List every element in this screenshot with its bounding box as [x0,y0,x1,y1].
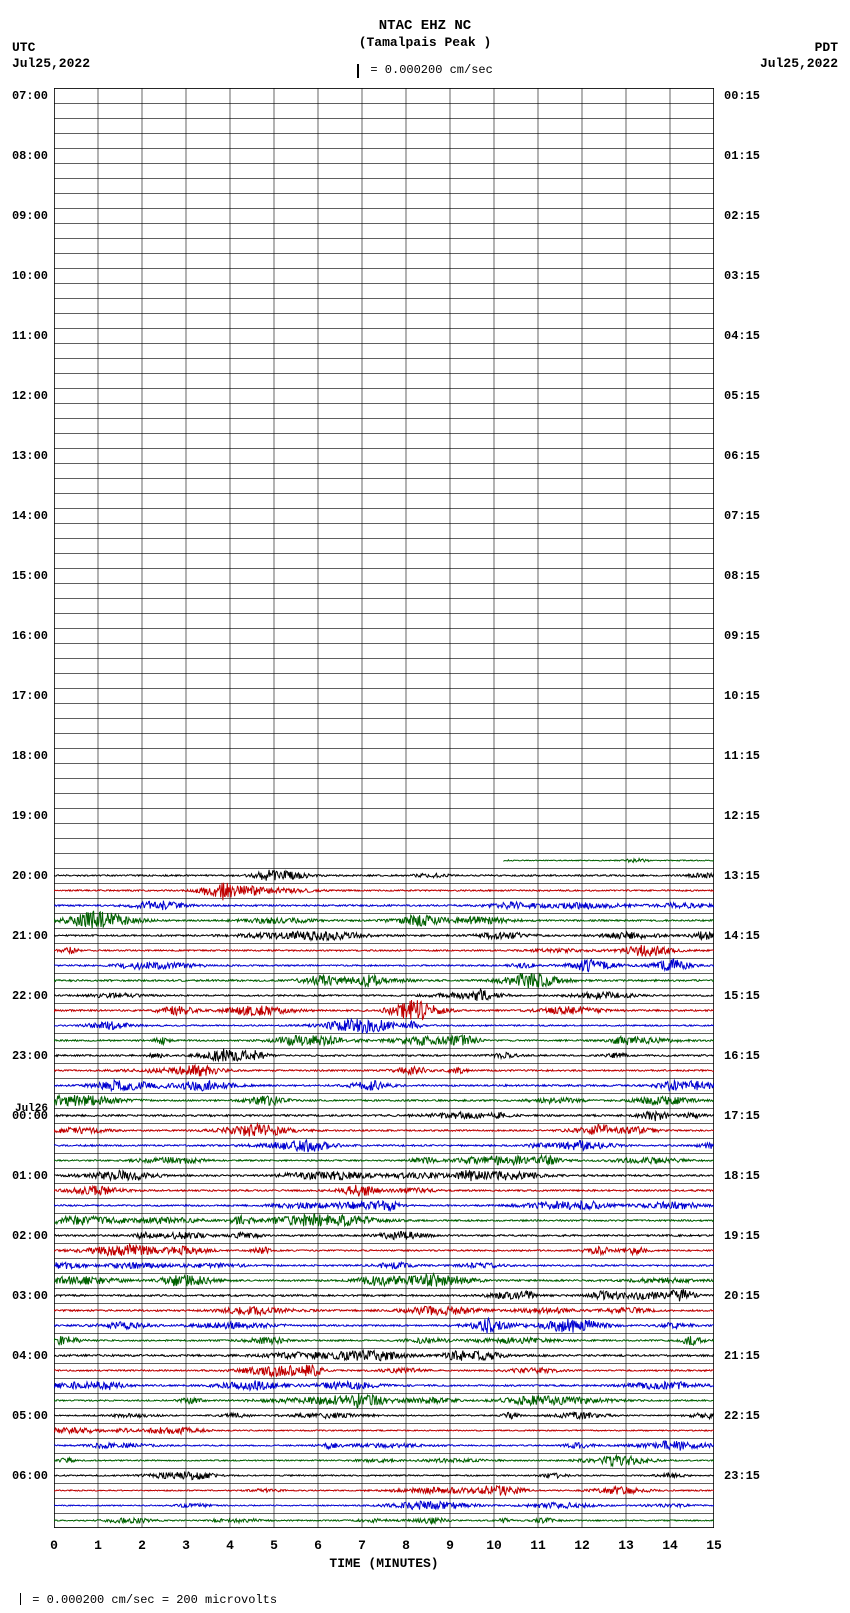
axis-hour-label: 21:00 [0,929,48,943]
axis-hour-label: 09:15 [724,629,784,643]
x-tick-label: 13 [618,1538,634,1553]
x-tick-label: 11 [530,1538,546,1553]
axis-hour-label: 19:00 [0,809,48,823]
right-time-axis: 00:1501:1502:1503:1504:1505:1506:1507:15… [720,88,780,1528]
axis-hour-label: 22:15 [724,1409,784,1423]
axis-hour-label: 09:00 [0,209,48,223]
x-tick-label: 8 [402,1538,410,1553]
axis-hour-label: 05:15 [724,389,784,403]
axis-hour-label: 13:00 [0,449,48,463]
axis-hour-label: 20:00 [0,869,48,883]
axis-hour-label: 21:15 [724,1349,784,1363]
left-time-axis: 07:00 08:00 09:00 10:00 11:00 12:00 13:00 14:00… [0,88,52,1528]
axis-hour-label: 03:15 [724,269,784,283]
footer-scale: = 0.000200 cm/sec = 200 microvolts [8,1593,277,1607]
left-date: Jul25,2022 [12,56,90,72]
axis-hour-label: 20:15 [724,1289,784,1303]
x-axis-label: TIME (MINUTES) [54,1556,714,1571]
x-tick-label: 7 [358,1538,366,1553]
x-tick-label: 2 [138,1538,146,1553]
axis-hour-label: 23:15 [724,1469,784,1483]
axis-hour-label: 00:00 [0,1109,48,1123]
x-tick-label: 9 [446,1538,454,1553]
axis-hour-label: 13:15 [724,869,784,883]
axis-hour-label: 23:00 [0,1049,48,1063]
x-tick-label: 14 [662,1538,678,1553]
axis-hour-label: 06:15 [724,449,784,463]
axis-hour-label: 14:15 [724,929,784,943]
axis-hour-label: 02:00 [0,1229,48,1243]
x-tick-label: 6 [314,1538,322,1553]
axis-hour-label: 02:15 [724,209,784,223]
axis-hour-label: 12:15 [724,809,784,823]
axis-hour-label: 11:15 [724,749,784,763]
x-tick-label: 3 [182,1538,190,1553]
x-tick-label: 0 [50,1538,58,1553]
axis-hour-label: 01:15 [724,149,784,163]
seismogram-plot [54,88,714,1528]
axis-hour-label: 18:15 [724,1169,784,1183]
axis-hour-label: 01:00 [0,1169,48,1183]
x-tick-label: 12 [574,1538,590,1553]
axis-hour-label: 07:00 [0,89,48,103]
right-date: Jul25,2022 [760,56,838,72]
axis-hour-label: 00:15 [724,89,784,103]
axis-hour-label: 15:00 [0,569,48,583]
axis-hour-label: 14:00 [0,509,48,523]
axis-hour-label: 17:15 [724,1109,784,1123]
x-tick-label: 1 [94,1538,102,1553]
axis-hour-label: 16:15 [724,1049,784,1063]
station-location: (Tamalpais Peak ) [0,35,850,51]
axis-hour-label: 16:00 [0,629,48,643]
axis-hour-label: 17:00 [0,689,48,703]
x-tick-label: 4 [226,1538,234,1553]
top-right-label: PDT Jul25,2022 [760,40,838,71]
axis-hour-label: 18:00 [0,749,48,763]
x-tick-label: 10 [486,1538,502,1553]
axis-hour-label: 06:00 [0,1469,48,1483]
axis-hour-label: 04:00 [0,1349,48,1363]
axis-hour-label: 04:15 [724,329,784,343]
axis-hour-label: 07:15 [724,509,784,523]
axis-hour-label: 19:15 [724,1229,784,1243]
plot-svg [54,88,714,1528]
right-timezone: PDT [760,40,838,56]
axis-hour-label: 08:15 [724,569,784,583]
axis-hour-label: 10:00 [0,269,48,283]
seismogram-page: NTAC EHZ NC (Tamalpais Peak ) = 0.000200… [0,0,850,1613]
x-tick-labels: 0123456789101112131415 [54,1538,714,1554]
scale-bar-icon [357,64,359,78]
plot-title: NTAC EHZ NC (Tamalpais Peak ) [0,18,850,50]
footer-scale-bar-icon [20,1593,21,1605]
axis-hour-label: 08:00 [0,149,48,163]
axis-hour-label: 11:00 [0,329,48,343]
axis-hour-label: 15:15 [724,989,784,1003]
axis-hour-label: 22:00 [0,989,48,1003]
axis-hour-label: 10:15 [724,689,784,703]
scale-indicator: = 0.000200 cm/sec [0,62,850,77]
axis-hour-label: 05:00 [0,1409,48,1423]
x-tick-label: 5 [270,1538,278,1553]
left-timezone: UTC [12,40,90,56]
scale-value: = 0.000200 cm/sec [370,63,492,77]
station-code: NTAC EHZ NC [0,18,850,35]
top-left-label: UTC Jul25,2022 [12,40,90,71]
axis-hour-label: 03:00 [0,1289,48,1303]
x-tick-label: 15 [706,1538,722,1553]
axis-hour-label: 12:00 [0,389,48,403]
footer-scale-text: = 0.000200 cm/sec = 200 microvolts [32,1593,277,1607]
